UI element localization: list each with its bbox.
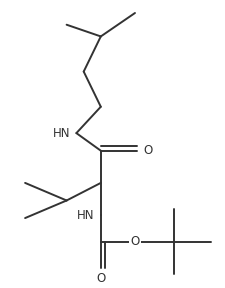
Text: HN: HN [77,209,94,222]
Text: HN: HN [53,127,70,140]
Text: O: O [130,235,139,248]
Text: O: O [96,272,105,285]
Text: O: O [143,144,152,157]
